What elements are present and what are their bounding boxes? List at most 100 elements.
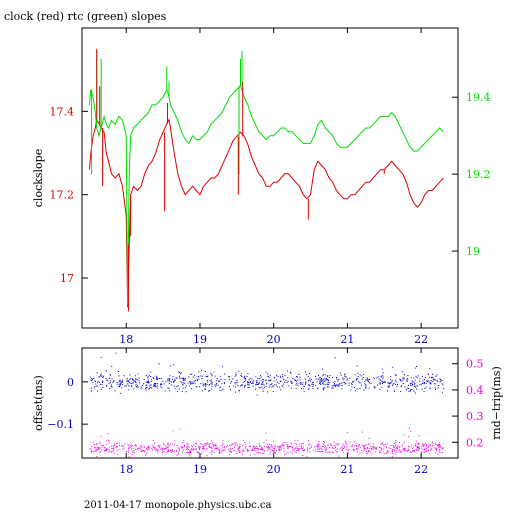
offset-point <box>136 379 138 381</box>
offset-point <box>296 376 298 378</box>
offset-point <box>125 385 127 387</box>
round-trip-point <box>202 446 204 448</box>
offset-point <box>365 387 367 389</box>
offset-point <box>356 378 357 380</box>
round-trip-point <box>302 455 304 457</box>
offset-point <box>342 379 344 381</box>
round-trip-point <box>132 451 134 453</box>
offset-point <box>201 370 203 372</box>
offset-point <box>346 379 348 381</box>
round-trip-point <box>202 451 204 453</box>
round-trip-point <box>342 446 344 448</box>
offset-point <box>147 382 149 384</box>
offset-point <box>127 383 129 385</box>
round-trip-point <box>199 448 201 449</box>
offset-point <box>360 382 362 384</box>
offset-point <box>276 374 278 376</box>
round-trip-point <box>376 447 378 449</box>
offset-point <box>429 388 431 390</box>
round-trip-point <box>324 445 326 447</box>
round-trip-point <box>206 442 208 444</box>
round-trip-point <box>355 448 357 450</box>
round-trip-point <box>383 445 385 447</box>
offset-point <box>107 380 109 382</box>
offset-point <box>130 383 132 384</box>
round-trip-point <box>140 446 142 448</box>
round-trip-point <box>403 449 405 451</box>
round-trip-point <box>317 446 319 448</box>
offset-point <box>308 388 310 390</box>
round-trip-point <box>287 446 289 448</box>
offset-point <box>231 381 233 382</box>
round-trip-point <box>119 442 121 444</box>
offset-point <box>290 387 292 389</box>
round-trip-point <box>116 445 118 447</box>
offset-point <box>299 376 301 378</box>
round-trip-point <box>130 445 132 447</box>
offset-point <box>151 387 153 389</box>
offset-point <box>407 377 409 379</box>
round-trip-point <box>423 444 425 446</box>
offset-point <box>327 386 329 388</box>
round-trip-point <box>365 448 367 450</box>
offset-point <box>424 382 426 384</box>
x-tick-label: 20 <box>267 463 281 476</box>
round-trip-point <box>346 444 348 446</box>
round-trip-point <box>415 440 417 442</box>
round-trip-point <box>96 443 98 445</box>
offset-point <box>265 371 267 373</box>
offset-point <box>411 389 413 390</box>
round-trip-point <box>403 448 405 450</box>
offset-point <box>327 375 329 377</box>
offset-point <box>216 378 218 380</box>
round-trip-point <box>254 446 256 448</box>
round-trip-point <box>359 452 361 454</box>
offset-point <box>257 378 259 380</box>
offset-point <box>133 388 135 390</box>
round-trip-point <box>432 445 434 447</box>
offset-point <box>105 370 107 372</box>
offset-point <box>271 386 273 388</box>
round-trip-point <box>230 448 232 450</box>
offset-point <box>410 384 412 386</box>
offset-point <box>360 384 362 386</box>
round-trip-point <box>395 451 397 453</box>
round-trip-point <box>363 447 365 449</box>
offset-point <box>219 387 221 389</box>
round-trip-point <box>223 449 225 451</box>
offset-point <box>192 376 194 378</box>
round-trip-point <box>336 444 338 446</box>
offset-point <box>423 378 425 380</box>
round-trip-point <box>95 449 97 451</box>
round-trip-point <box>320 447 322 449</box>
round-trip-point <box>212 442 214 444</box>
round-trip-point <box>195 445 196 447</box>
offset-point <box>135 381 136 383</box>
offset-point <box>182 383 184 385</box>
round-trip-point <box>211 453 213 455</box>
round-trip-point <box>399 449 401 451</box>
round-trip-point <box>404 450 406 452</box>
y2-tick-label: 19.4 <box>466 91 491 104</box>
round-trip-point <box>319 448 321 450</box>
offset-point <box>173 385 175 387</box>
offset-point <box>288 385 290 387</box>
offset-point <box>192 383 194 384</box>
round-trip-point <box>298 443 300 445</box>
round-trip-point <box>397 445 399 447</box>
round-trip-point <box>135 445 137 447</box>
offset-point <box>100 373 102 375</box>
round-trip-point <box>252 446 254 448</box>
offset-point <box>185 391 187 393</box>
round-trip-point <box>330 444 332 446</box>
round-trip-point <box>288 446 290 447</box>
round-trip-point <box>411 448 413 449</box>
offset-point <box>113 380 115 382</box>
offset-point <box>219 380 221 382</box>
offset-point <box>199 386 201 388</box>
round-trip-point <box>163 450 165 452</box>
offset-point <box>180 381 182 383</box>
round-trip-point <box>203 446 205 448</box>
offset-point <box>173 380 175 382</box>
offset-point <box>94 381 96 383</box>
